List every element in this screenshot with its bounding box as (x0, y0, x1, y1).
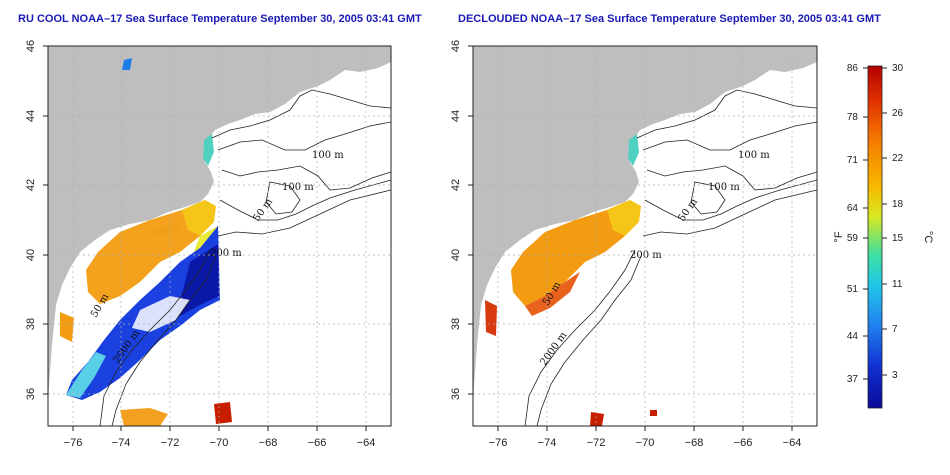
left-contours (99, 89, 391, 426)
right-x-tick-labels: −76 −74 −72 −70 −68 −66 −64 (489, 437, 802, 449)
x-tick-label: −76 (64, 437, 83, 449)
left-tick-marks (43, 45, 367, 431)
celsius-tick: 7 (892, 324, 898, 335)
y-tick-label: 42 (450, 179, 462, 191)
x-tick-label: −70 (636, 437, 655, 449)
left-sst-patch-north (122, 58, 132, 70)
x-tick-label: −72 (161, 437, 180, 449)
celsius-tick: 30 (892, 63, 904, 74)
right-grid (473, 46, 817, 426)
fahrenheit-tick: 78 (847, 112, 859, 123)
fahrenheit-tick: 64 (847, 203, 859, 214)
right-map-title: DECLOUDED NOAA–17 Sea Surface Temperatur… (458, 13, 881, 25)
contour-label: 200 m (630, 250, 662, 261)
x-tick-label: −74 (112, 437, 131, 449)
y-tick-label: 44 (450, 110, 462, 122)
fahrenheit-tick: 71 (847, 155, 859, 166)
left-grid (48, 46, 391, 426)
fahrenheit-tick: 44 (847, 331, 859, 342)
fahrenheit-tick: 51 (847, 284, 859, 295)
right-map-panel: DECLOUDED NOAA–17 Sea Surface Temperatur… (450, 13, 881, 449)
temperature-colorbar: 86 78 71 64 59 51 44 37 30 26 22 18 15 1… (833, 63, 934, 409)
y-tick-label: 42 (25, 179, 37, 191)
fahrenheit-unit-label: °F (833, 231, 845, 242)
fahrenheit-tick: 59 (847, 233, 859, 244)
y-tick-label: 38 (25, 318, 37, 330)
y-tick-label: 40 (25, 249, 37, 261)
contour-label: 100 m (738, 150, 770, 161)
colorbar-gradient (867, 65, 883, 409)
right-land (473, 46, 817, 400)
right-sst-orange-red (525, 272, 580, 316)
left-sst-yellow (182, 200, 216, 236)
right-sst-bay (485, 300, 497, 336)
right-y-tick-labels: 46 44 42 40 38 36 (450, 40, 462, 400)
left-sst-south-red (214, 402, 232, 424)
left-sst-warm (86, 200, 212, 304)
y-tick-label: 46 (450, 40, 462, 52)
left-map-title: RU COOL NOAA–17 Sea Surface Temperature … (18, 13, 422, 25)
y-tick-label: 46 (25, 40, 37, 52)
fahrenheit-tick: 37 (847, 374, 859, 385)
colorbar-ticks (863, 67, 887, 380)
x-tick-label: −66 (734, 437, 753, 449)
right-sst-dot (650, 410, 657, 416)
x-tick-label: −68 (259, 437, 278, 449)
celsius-tick: 11 (892, 279, 903, 290)
celsius-unit-label: °C (922, 231, 934, 243)
contour-label: 100 m (282, 182, 314, 193)
x-tick-label: −66 (308, 437, 327, 449)
x-tick-label: −64 (783, 437, 802, 449)
left-land (48, 46, 391, 400)
right-sst-yellow (607, 200, 641, 236)
x-tick-label: −76 (489, 437, 508, 449)
x-tick-label: −64 (357, 437, 376, 449)
right-sst-south-red (590, 412, 604, 426)
celsius-tick: 18 (892, 199, 904, 210)
celsius-tick: 22 (892, 153, 904, 164)
celsius-tick-labels: 30 26 22 18 15 11 7 3 (892, 63, 904, 381)
contour-label: 100 m (708, 182, 740, 193)
contour-label: 100 m (312, 150, 344, 161)
left-sst-cyan (66, 352, 106, 398)
y-tick-label: 44 (25, 110, 37, 122)
left-cloud-gap (132, 296, 190, 332)
y-tick-label: 36 (450, 388, 462, 400)
left-map-panel: RU COOL NOAA–17 Sea Surface Temperature … (18, 13, 422, 449)
right-tick-marks (468, 45, 793, 431)
fahrenheit-tick: 86 (847, 63, 859, 74)
celsius-tick: 15 (892, 233, 904, 244)
celsius-tick: 26 (892, 108, 904, 119)
left-sst-south (120, 408, 168, 426)
x-tick-label: −74 (538, 437, 557, 449)
right-sst-warm (511, 200, 637, 306)
fahrenheit-tick-labels: 86 78 71 64 59 51 44 37 (847, 63, 859, 385)
contour-label: 200 m (210, 248, 242, 259)
left-x-tick-labels: −76 −74 −72 −70 −68 −66 −64 (64, 437, 376, 449)
left-sst-bay (60, 312, 74, 342)
right-contours (524, 89, 817, 426)
celsius-tick: 3 (892, 370, 898, 381)
y-tick-label: 40 (450, 249, 462, 261)
y-tick-label: 38 (450, 318, 462, 330)
y-tick-label: 36 (25, 388, 37, 400)
right-sst-coastal (628, 134, 639, 166)
x-tick-label: −72 (587, 437, 606, 449)
x-tick-label: −70 (210, 437, 229, 449)
left-y-tick-labels: 46 44 42 40 38 36 (25, 40, 37, 400)
left-sst-coastal (203, 134, 214, 166)
x-tick-label: −68 (685, 437, 704, 449)
left-land-north (280, 46, 391, 62)
